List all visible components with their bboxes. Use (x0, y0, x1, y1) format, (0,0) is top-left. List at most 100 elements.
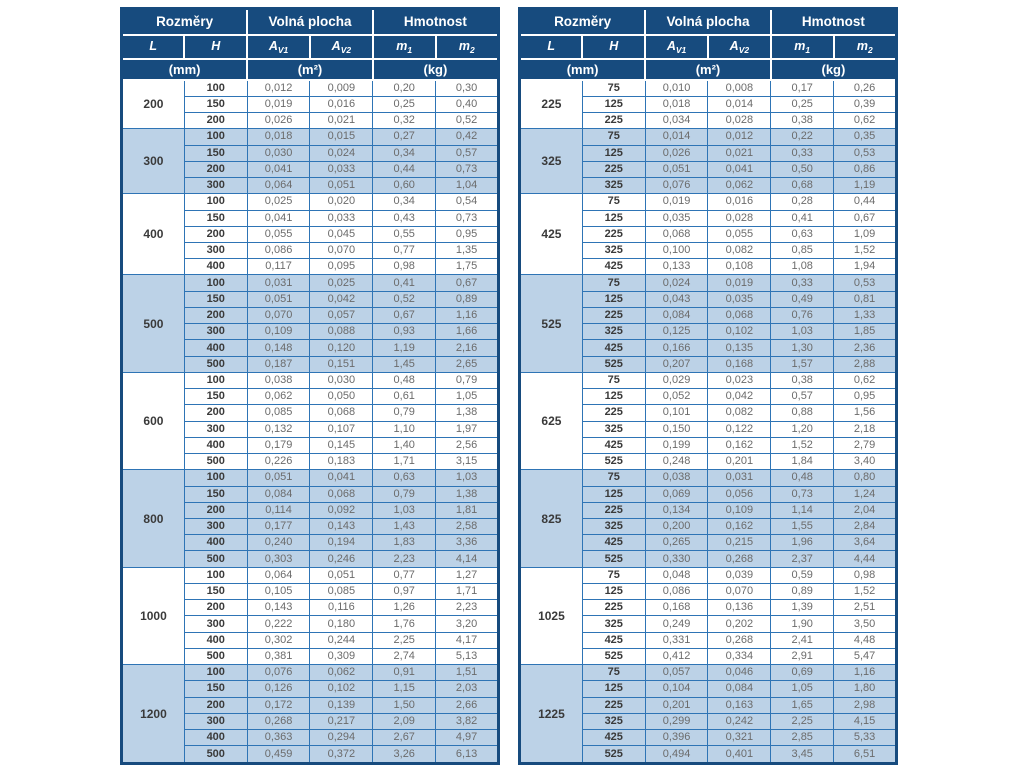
value-cell-av2: 0,120 (309, 339, 374, 357)
value-cell-av1: 0,168 (644, 599, 709, 617)
value-cell-m2: 0,62 (833, 112, 897, 130)
value-cell-av2: 0,020 (309, 193, 374, 211)
value-cell-av1: 0,133 (644, 258, 709, 276)
unit-mm: (mm) (120, 57, 249, 81)
dim-h-cell: 100 (183, 274, 248, 292)
dim-h-cell: 425 (581, 258, 646, 276)
table-row: 300 0,177 0,143 1,43 2,58 (122, 517, 499, 536)
value-cell-av1: 0,148 (246, 339, 311, 357)
value-cell-m2: 1,56 (833, 404, 897, 422)
dim-h-cell: 100 (183, 79, 248, 97)
value-cell-av1: 0,303 (246, 550, 311, 568)
value-cell-m2: 0,26 (833, 79, 897, 97)
col-header-m2: m2 (832, 33, 898, 60)
value-cell-av2: 0,202 (707, 615, 772, 633)
value-cell-av2: 0,334 (707, 647, 772, 666)
value-cell-av1: 0,172 (246, 696, 311, 714)
value-cell-av2: 0,162 (707, 517, 772, 536)
dim-h-cell: 500 (183, 550, 248, 568)
table-row: 125 0,052 0,042 0,57 0,95 (520, 388, 897, 406)
value-cell-m1: 0,34 (372, 193, 437, 211)
dim-l-cell: 1225 (519, 664, 583, 764)
value-cell-av1: 0,085 (246, 404, 311, 422)
dim-h-cell: 300 (183, 615, 248, 633)
column-header-row: L H AV1 AV2 m1 m2 (518, 33, 898, 60)
value-cell-m1: 0,68 (770, 177, 835, 195)
header-weight: Hmotnost (769, 7, 898, 36)
value-cell-m1: 0,98 (372, 258, 437, 276)
dim-h-cell: 200 (183, 306, 248, 325)
value-cell-m1: 0,79 (372, 404, 437, 422)
table-row: 425 0,396 0,321 2,85 5,33 (520, 729, 897, 747)
value-cell-m1: 2,25 (372, 631, 437, 649)
dim-h-cell: 525 (581, 355, 646, 373)
value-cell-av2: 0,109 (707, 501, 772, 520)
value-cell-m2: 0,54 (435, 193, 499, 211)
value-cell-av2: 0,183 (309, 453, 374, 471)
col-header-h: H (581, 33, 647, 60)
value-cell-m2: 4,17 (435, 631, 499, 649)
value-cell-av2: 0,023 (707, 371, 772, 390)
value-cell-av1: 0,268 (246, 712, 311, 731)
value-cell-av2: 0,268 (707, 550, 772, 568)
value-cell-m2: 1,38 (435, 485, 499, 503)
table-row: 400 0,363 0,294 2,67 4,97 (122, 729, 499, 747)
value-cell-av1: 0,051 (246, 290, 311, 308)
table-row: 400 100 0,025 0,020 0,34 0,54 (121, 193, 499, 276)
table-row: 625 75 0,029 0,023 0,38 0,62 (519, 371, 897, 471)
value-cell-m1: 1,84 (770, 453, 835, 471)
value-cell-av2: 0,035 (707, 290, 772, 308)
value-cell-av1: 0,363 (246, 729, 311, 747)
value-cell-m2: 1,80 (833, 680, 897, 698)
dim-l-cell: 800 (121, 469, 185, 568)
value-cell-m2: 3,15 (435, 453, 499, 471)
value-cell-av2: 0,016 (309, 95, 374, 114)
dim-h-cell: 300 (183, 177, 248, 195)
value-cell-av2: 0,062 (309, 664, 374, 682)
value-cell-av2: 0,070 (309, 242, 374, 260)
table-row: 525 0,412 0,334 2,91 5,47 (520, 647, 897, 666)
table-row: 200 100 0,012 0,009 0,20 0,30 (121, 78, 499, 130)
dim-h-cell: 400 (183, 436, 248, 455)
value-cell-av1: 0,086 (246, 242, 311, 260)
value-cell-m2: 2,84 (833, 517, 897, 536)
value-cell-m1: 0,85 (770, 242, 835, 260)
value-cell-m1: 0,20 (372, 79, 437, 97)
value-cell-av1: 0,026 (644, 144, 709, 162)
value-cell-m2: 0,73 (435, 160, 499, 179)
spec-table-left: Rozměry Volná plocha Hmotnost L H AV1 AV… (120, 7, 500, 765)
unit-kg: (kg) (769, 57, 898, 81)
table-row: 500 0,303 0,246 2,23 4,14 (122, 550, 499, 568)
value-cell-m1: 0,67 (372, 306, 437, 325)
dim-h-cell: 425 (581, 339, 646, 357)
column-header-row: L H AV1 AV2 m1 m2 (120, 33, 500, 60)
dim-h-cell: 200 (183, 160, 248, 179)
dim-h-cell: 125 (581, 209, 646, 227)
value-cell-av1: 0,187 (246, 355, 311, 373)
table-row: 425 0,265 0,215 1,96 3,64 (520, 534, 897, 552)
table-row: 300 0,222 0,180 1,76 3,20 (122, 615, 499, 633)
value-cell-av1: 0,052 (644, 388, 709, 406)
value-cell-m1: 1,39 (770, 599, 835, 617)
table-row: 150 0,126 0,102 1,15 2,03 (122, 680, 499, 698)
value-cell-m1: 1,52 (770, 436, 835, 455)
value-cell-m2: 1,66 (435, 323, 499, 341)
dim-h-cell: 325 (581, 177, 646, 195)
value-cell-av1: 0,076 (644, 177, 709, 195)
value-cell-m2: 1,19 (833, 177, 897, 195)
value-cell-av2: 0,135 (707, 339, 772, 357)
value-cell-m1: 0,97 (372, 582, 437, 601)
value-cell-av1: 0,199 (644, 436, 709, 455)
value-cell-av2: 0,139 (309, 696, 374, 714)
dim-l-cell: 325 (519, 128, 583, 195)
value-cell-av1: 0,105 (246, 582, 311, 601)
value-cell-av2: 0,033 (309, 160, 374, 179)
table-row: 325 0,249 0,202 1,90 3,50 (520, 615, 897, 633)
dim-h-cell: 150 (183, 582, 248, 601)
table-row: 300 0,064 0,051 0,60 1,04 (122, 177, 499, 195)
value-cell-av2: 0,025 (309, 274, 374, 292)
dim-h-cell: 500 (183, 355, 248, 373)
dim-h-cell: 200 (183, 501, 248, 520)
dim-h-cell: 400 (183, 631, 248, 649)
header-free-area: Volná plocha (644, 7, 772, 36)
